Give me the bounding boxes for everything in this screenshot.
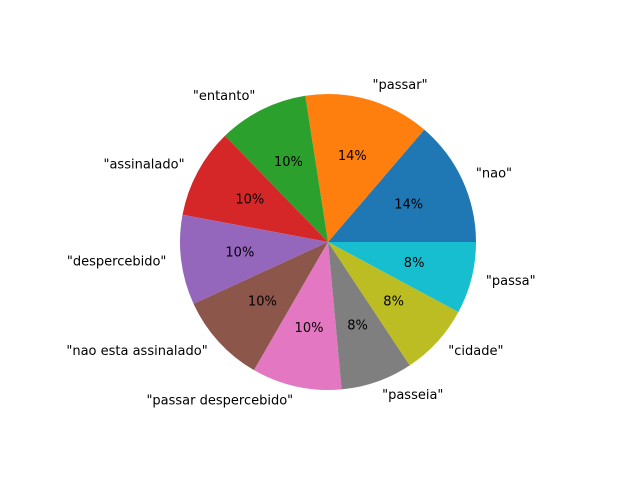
slice-percent-label: 10% — [295, 321, 324, 336]
pie-slice — [328, 242, 459, 366]
slice-percent-label: 8% — [383, 294, 404, 309]
slice-percent-label: 8% — [404, 256, 425, 271]
slice-category-label: "assinalado" — [103, 157, 184, 172]
slice-percent-label: 10% — [235, 192, 264, 207]
percent-labels: 14% 14% 10% 10% 10% 10% 10% 8% 8% 8% — [225, 149, 424, 336]
pie-slice — [254, 242, 342, 390]
pie-slice — [328, 242, 477, 313]
slice-category-label: "passar" — [373, 78, 428, 93]
slice-category-label: "passar despercebido" — [146, 394, 293, 409]
slice-percent-label: 10% — [248, 294, 277, 309]
slice-category-label: "despercebido" — [67, 255, 167, 270]
pie-slices — [180, 94, 477, 390]
category-labels: "nao" "passar" "entanto" "assinalado" "despe… — [66, 78, 535, 409]
slice-percent-label: 10% — [225, 245, 254, 260]
slice-percent-label: 14% — [338, 149, 367, 164]
pie-slice — [328, 242, 410, 390]
slice-category-label: "passeia" — [382, 388, 443, 403]
slice-percent-label: 8% — [347, 318, 368, 333]
slice-category-label: "nao esta assinalado" — [66, 344, 207, 359]
slice-category-label: "passa" — [486, 274, 536, 289]
slice-percent-label: 14% — [394, 197, 423, 212]
pie-slice — [180, 214, 328, 304]
pie-slice — [328, 129, 476, 242]
slice-percent-label: 10% — [274, 155, 303, 170]
slice-category-label: "nao" — [476, 166, 512, 181]
pie-slice — [182, 135, 328, 242]
pie-slice — [193, 242, 328, 371]
slice-category-label: "entanto" — [193, 89, 256, 104]
slice-category-label: "cidade" — [448, 344, 503, 359]
pie-slice — [305, 94, 425, 243]
pie-slice — [224, 95, 328, 242]
